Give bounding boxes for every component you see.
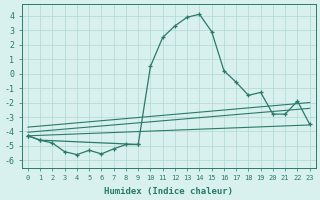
X-axis label: Humidex (Indice chaleur): Humidex (Indice chaleur) <box>104 187 233 196</box>
